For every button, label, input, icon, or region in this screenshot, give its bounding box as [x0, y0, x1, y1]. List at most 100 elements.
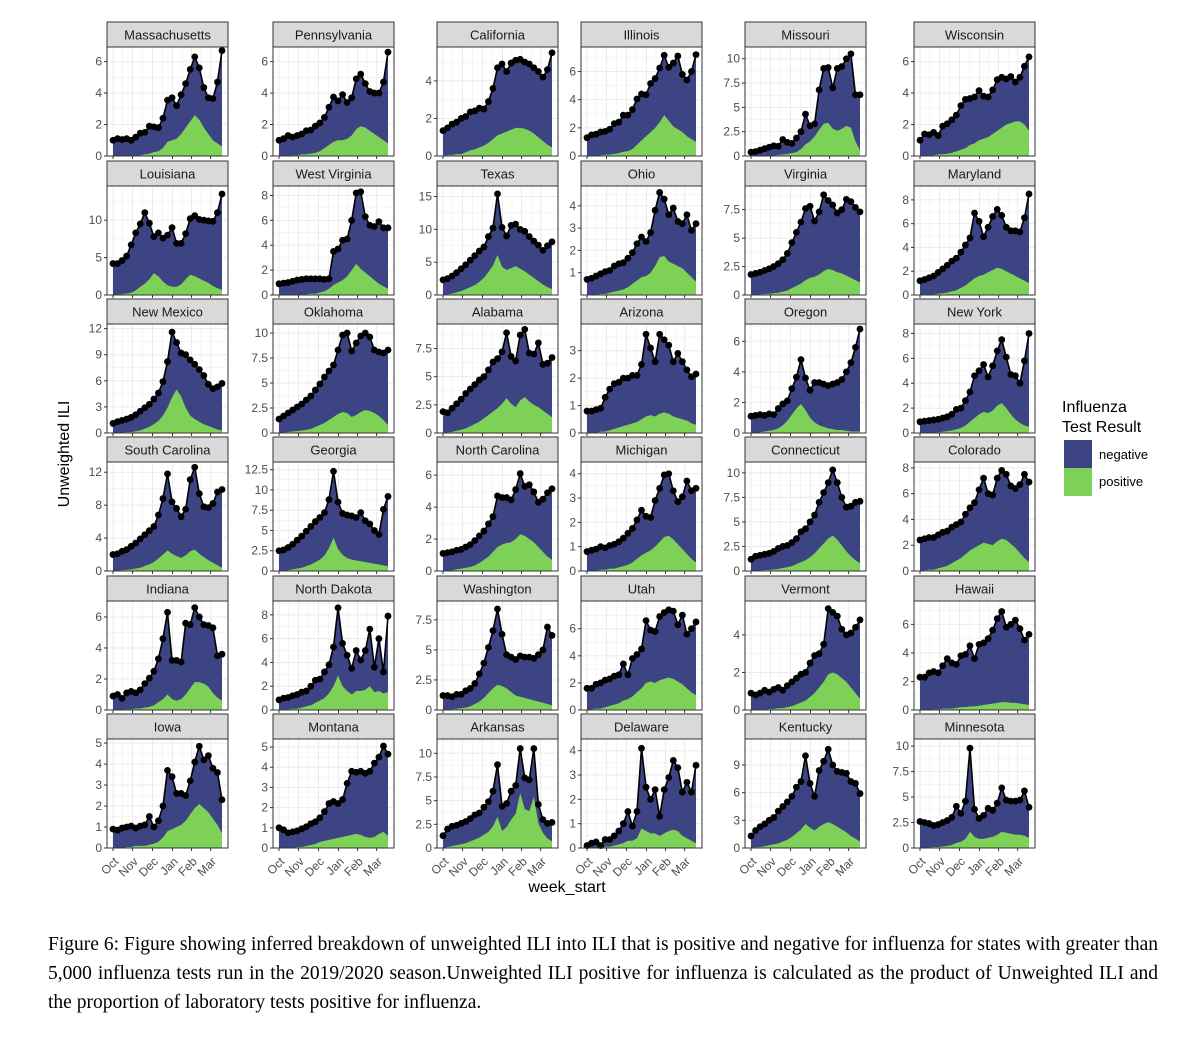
panel-strip [272, 713, 395, 740]
y-tick-label: 5 [902, 790, 909, 804]
x-tick-label: Mar [1001, 854, 1026, 879]
total-ili-point [774, 405, 782, 412]
total-ili-point [485, 520, 492, 528]
total-ili-point [343, 329, 351, 337]
total-ili-point [159, 495, 167, 502]
total-ili-point [453, 118, 461, 126]
total-ili-point [669, 59, 677, 67]
total-ili-point [370, 527, 378, 534]
y-tick-label: 2 [733, 665, 740, 679]
y-tick-label: 0 [425, 841, 432, 855]
total-ili-point [647, 229, 654, 236]
total-ili-point [815, 767, 823, 774]
legend-swatch-negative [1064, 440, 1092, 468]
y-tick-label: 10 [419, 222, 433, 236]
y-tick-label: 3 [569, 344, 576, 358]
total-ili-point [361, 329, 369, 337]
total-ili-point [820, 489, 828, 496]
total-ili-point [321, 373, 328, 381]
total-ili-point [339, 91, 346, 99]
y-tick-label: 0 [95, 149, 102, 163]
total-ili-point [448, 404, 456, 412]
total-ili-point [788, 792, 796, 800]
total-ili-point [475, 809, 483, 817]
panel-new-mexico: New Mexico 0 3 6 9 12 [89, 298, 229, 440]
x-tick-label: Mar [360, 854, 385, 879]
total-ili-point [939, 662, 947, 670]
y-tick-label: 0 [733, 841, 740, 855]
panel-title: Massachusetts [124, 28, 211, 43]
total-ili-point [692, 370, 700, 378]
total-ili-point [539, 495, 547, 503]
y-tick-label: 8 [902, 326, 909, 340]
total-ili-point [1025, 190, 1033, 198]
total-ili-point [539, 646, 547, 654]
total-ili-point [530, 237, 538, 245]
total-ili-point [209, 624, 217, 632]
total-ili-point [145, 674, 153, 682]
total-ili-point [218, 796, 226, 804]
total-ili-point [548, 632, 556, 639]
total-ili-point [993, 615, 1001, 623]
area-positive [113, 803, 222, 848]
panel-title: Hawaii [955, 582, 994, 597]
y-tick-label: 6 [733, 334, 740, 348]
total-ili-point [366, 333, 374, 341]
total-ili-point [856, 790, 864, 797]
y-tick-label: 0 [261, 149, 268, 163]
total-ili-point [512, 357, 520, 365]
total-ili-point [688, 68, 695, 75]
total-ili-point [485, 644, 492, 651]
y-tick-label: 1 [95, 820, 102, 834]
y-tick-label: 0 [425, 149, 432, 163]
y-tick-label: 4 [902, 646, 909, 660]
total-ili-point [966, 744, 974, 752]
total-ili-point [471, 537, 479, 545]
total-ili-point [168, 773, 176, 781]
total-ili-point [984, 373, 992, 381]
total-ili-point [856, 208, 864, 216]
area-positive [751, 122, 860, 156]
total-ili-point [962, 797, 969, 805]
area-positive [751, 822, 860, 848]
panel-border [436, 461, 559, 572]
panel-title: Maryland [948, 167, 1001, 182]
total-ili-point [307, 392, 315, 400]
total-ili-point [204, 752, 212, 760]
total-ili-point [984, 635, 992, 643]
total-ili-point [334, 604, 342, 612]
total-ili-point [993, 347, 1001, 355]
y-tick-label: 6 [261, 213, 268, 227]
total-ili-point [656, 330, 664, 338]
panel-strip [106, 713, 229, 740]
area-positive [279, 537, 388, 571]
y-tick-label: 3 [733, 813, 740, 827]
x-tick-label: Mar [194, 854, 219, 879]
total-ili-point [195, 490, 203, 498]
panel-title: Oregon [784, 305, 827, 320]
total-ili-point [384, 750, 392, 758]
total-ili-point [1025, 630, 1033, 638]
area-negative [113, 332, 222, 433]
total-ili-point [302, 687, 310, 695]
panel-border [913, 323, 1036, 434]
panel-wisconsin: Wisconsin 0 2 4 6 [902, 21, 1036, 163]
y-tick-label: 2 [902, 118, 909, 132]
panel-strip [580, 713, 703, 740]
panel-border [436, 738, 559, 849]
panel-title: Iowa [154, 720, 182, 735]
panel-title: Ohio [628, 167, 655, 182]
total-ili-point [339, 796, 346, 803]
y-tick-label: 0 [902, 703, 909, 717]
panel-title: California [470, 28, 526, 43]
total-ili-point [802, 669, 809, 676]
total-ili-point [1025, 803, 1033, 811]
total-ili-point [475, 532, 483, 540]
total-ili-point [311, 386, 319, 394]
total-ili-point [530, 64, 538, 72]
total-ili-point [1011, 78, 1019, 86]
panel-new-york: New York 0 2 4 6 8 [902, 298, 1036, 440]
total-ili-point [847, 359, 855, 367]
y-tick-label: 0 [733, 288, 740, 302]
